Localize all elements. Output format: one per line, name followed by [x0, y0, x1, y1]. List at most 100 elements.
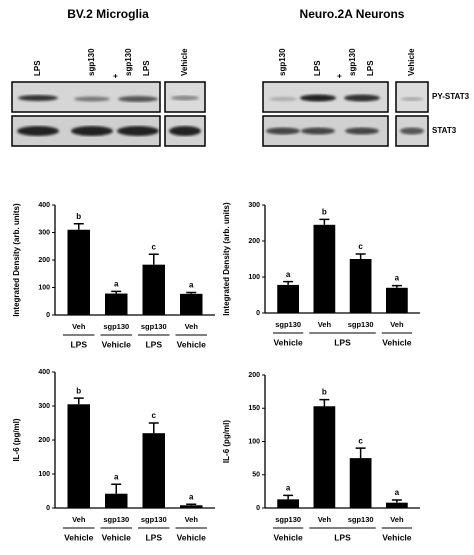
annotation: a — [286, 483, 291, 492]
x-tick-label: Veh — [185, 322, 199, 331]
error-bar — [111, 290, 122, 294]
group-label: LPS — [334, 532, 351, 542]
y-tick-label: 0 — [46, 312, 50, 319]
y-tick-label: 300 — [38, 403, 50, 410]
error-bar — [73, 397, 84, 405]
panel-title: Neuro.2A Neurons — [300, 7, 405, 21]
error-bar — [186, 291, 197, 294]
error-bar — [111, 483, 122, 494]
x-tick-label: sgp130 — [103, 322, 129, 331]
y-tick-label: 50 — [252, 472, 260, 479]
bar — [349, 458, 372, 508]
group-label: Vehicle — [64, 532, 94, 542]
bar — [105, 293, 128, 315]
annotation: a — [114, 279, 119, 288]
x-tick-label: Veh — [318, 320, 332, 329]
group-label: LPS — [70, 339, 87, 349]
lane-label: LPS — [313, 60, 322, 76]
y-tick-label: 300 — [248, 202, 260, 209]
x-tick-label: Veh — [390, 320, 404, 329]
y-tick-label: 0 — [256, 505, 260, 512]
y-axis-label: IL-6 (pg/ml) — [12, 418, 21, 461]
y-tick-label: 400 — [38, 202, 50, 209]
y-tick-label: 200 — [38, 437, 50, 444]
bar — [67, 229, 90, 315]
group-label: Vehicle — [177, 532, 207, 542]
group-label: Vehicle — [177, 339, 207, 349]
error-bar — [148, 422, 159, 434]
lane-label: sgp130 — [348, 48, 357, 76]
error-bar — [283, 494, 294, 500]
y-tick-label: 400 — [38, 369, 50, 376]
blot-label: PY-STAT3 — [432, 92, 470, 101]
group-label: LPS — [145, 339, 162, 349]
annotation: b — [76, 212, 81, 221]
annotation: c — [358, 242, 363, 251]
y-tick-label: 200 — [248, 238, 260, 245]
group-label: Vehicle — [273, 337, 303, 347]
lane-label: LPS — [366, 60, 375, 76]
annotation: a — [189, 492, 194, 501]
annotation: b — [76, 386, 81, 395]
lane-label: Vehicle — [180, 48, 189, 76]
bar — [313, 406, 336, 508]
y-tick-label: 300 — [38, 229, 50, 236]
bar — [386, 502, 408, 508]
y-tick-label: 200 — [248, 372, 260, 379]
y-axis-label: Integrated Density (arb. units) — [12, 203, 21, 317]
error-bar — [73, 222, 84, 230]
x-tick-label: sgp130 — [348, 515, 374, 524]
annotation: b — [322, 208, 327, 217]
x-tick-label: sgp130 — [275, 320, 301, 329]
annotation: c — [358, 436, 363, 445]
group-label: Vehicle — [102, 339, 132, 349]
error-bar — [319, 218, 330, 225]
x-tick-label: Veh — [72, 515, 86, 524]
blot-label: STAT3 — [432, 126, 457, 135]
group-label: Vehicle — [382, 532, 412, 542]
y-tick-label: 200 — [38, 257, 50, 264]
error-bar — [355, 253, 366, 259]
lane-label: + — [335, 73, 344, 78]
bar — [386, 287, 408, 313]
group-label: LPS — [145, 532, 162, 542]
annotation: a — [114, 472, 119, 481]
bar — [180, 505, 203, 508]
annotation: a — [286, 270, 291, 279]
bar — [313, 224, 336, 313]
bar — [349, 259, 372, 313]
lane-label: LPS — [142, 60, 151, 76]
x-tick-label: Veh — [72, 322, 86, 331]
x-tick-label: sgp130 — [103, 515, 129, 524]
group-label: Vehicle — [273, 532, 303, 542]
error-bar — [355, 447, 366, 459]
y-tick-label: 100 — [38, 284, 50, 291]
x-tick-label: sgp130 — [141, 322, 167, 331]
blot — [262, 81, 429, 147]
lane-label: LPS — [33, 60, 42, 76]
bar — [105, 493, 128, 508]
annotation: c — [152, 242, 157, 251]
x-tick-label: Veh — [318, 515, 332, 524]
y-tick-label: 100 — [38, 471, 50, 478]
lane-label: Vehicle — [407, 48, 416, 76]
annotation: b — [322, 388, 327, 397]
annotation: a — [189, 281, 194, 290]
blot — [11, 81, 206, 147]
y-tick-label: 150 — [248, 405, 260, 412]
bar — [67, 404, 90, 508]
annotation: c — [152, 411, 157, 420]
lane-label: + — [111, 73, 120, 78]
annotation: a — [395, 274, 400, 283]
group-label: Vehicle — [102, 532, 132, 542]
lane-label: sgp130 — [87, 48, 96, 76]
x-tick-label: sgp130 — [141, 515, 167, 524]
bar — [277, 284, 299, 313]
x-tick-label: Veh — [390, 515, 404, 524]
y-axis-label: IL-6 (pg/ml) — [222, 420, 231, 463]
bar — [142, 264, 165, 315]
y-axis-label: Integrated Density (arb. units) — [222, 202, 231, 316]
annotation: a — [395, 488, 400, 497]
error-bar — [319, 398, 330, 407]
